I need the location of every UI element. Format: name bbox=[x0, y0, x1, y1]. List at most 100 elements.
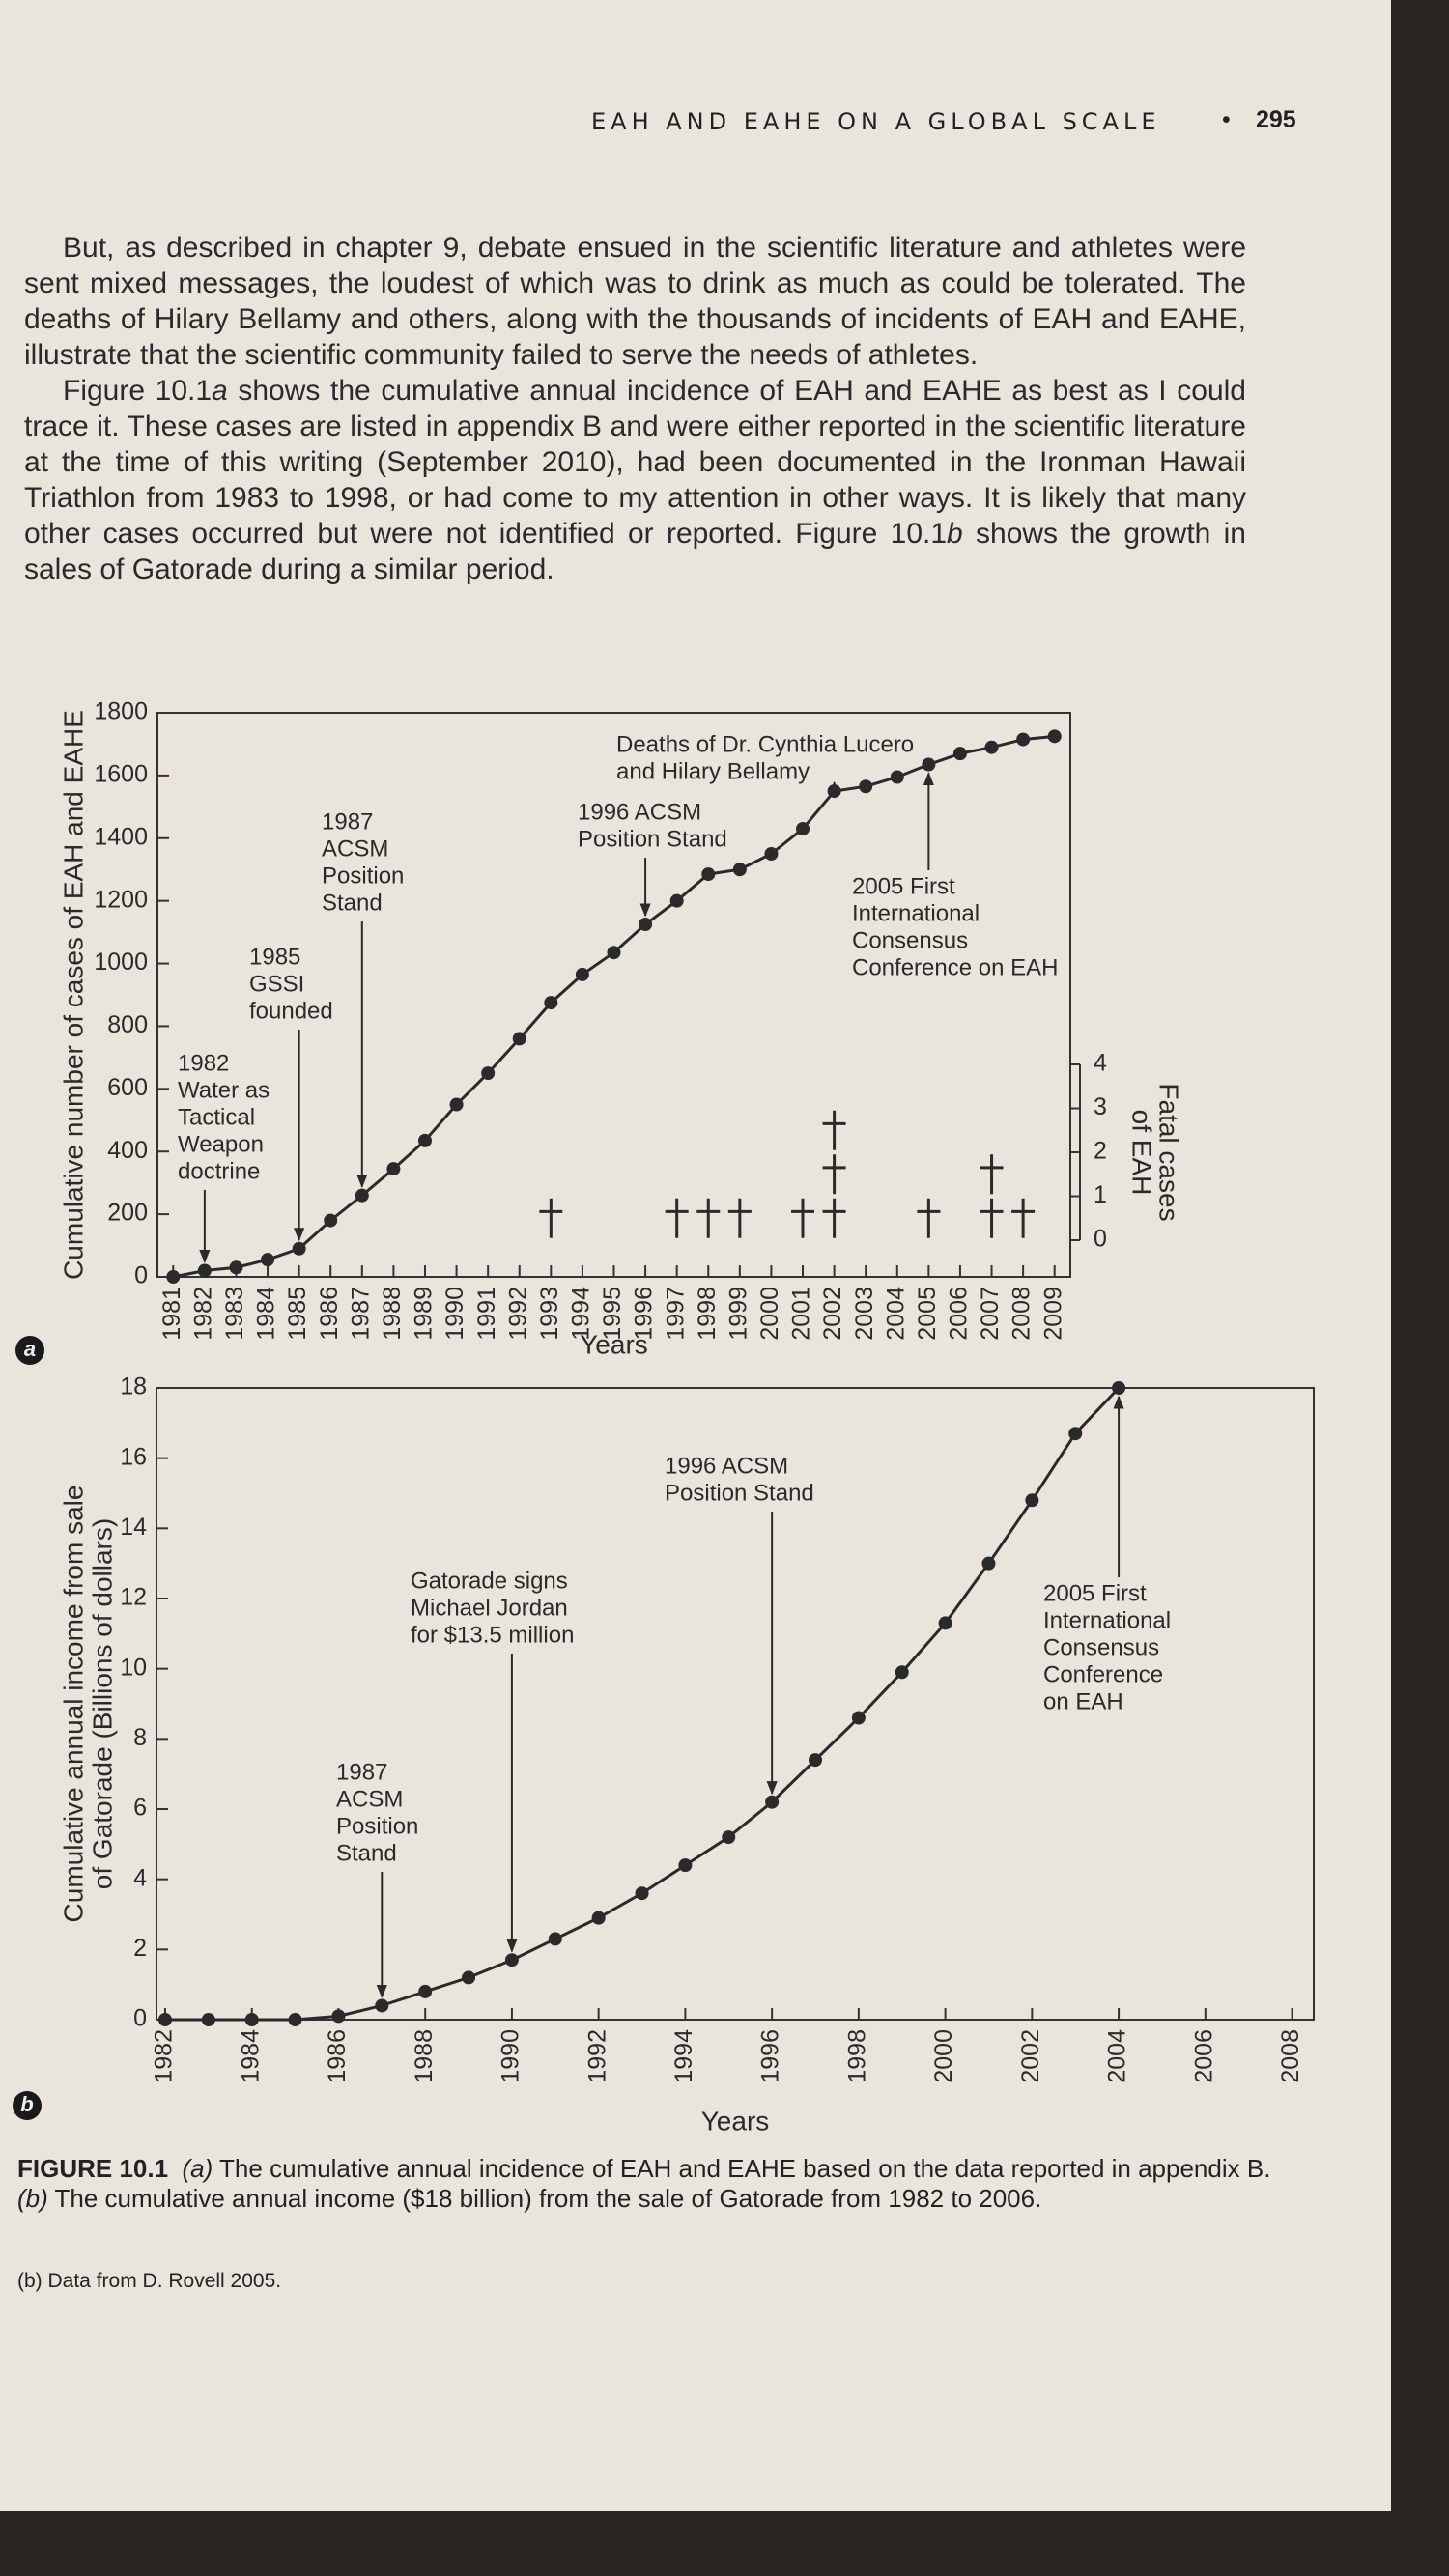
text: The cumulative annual incidence of EAH a… bbox=[213, 2154, 1271, 2183]
annotation-text: 2005 First bbox=[1043, 1580, 1147, 1606]
annotation-text: doctrine bbox=[178, 1158, 260, 1184]
x-tick-label: 1994 bbox=[568, 1287, 595, 1341]
annotation-text: Weapon bbox=[178, 1131, 264, 1157]
x-tick-label: 2004 bbox=[882, 1287, 909, 1341]
x-tick-label: 1988 bbox=[411, 2029, 438, 2083]
data-point bbox=[701, 867, 716, 882]
annotation-text: Stand bbox=[336, 1840, 397, 1866]
annotation-text: International bbox=[852, 900, 980, 926]
y-tick-label: 18 bbox=[120, 1373, 147, 1401]
x-axis-title: Years bbox=[580, 1329, 648, 1359]
text: Figure 10.1 bbox=[63, 375, 213, 407]
x-tick-label: 2005 bbox=[914, 1287, 941, 1341]
annotation-text: 1987 bbox=[322, 808, 373, 835]
annotation-text: Consensus bbox=[1043, 1634, 1159, 1660]
x-tick-label: 1994 bbox=[670, 2029, 697, 2083]
annotation-text: Position bbox=[322, 863, 404, 889]
data-point bbox=[449, 1097, 464, 1112]
data-point bbox=[922, 757, 936, 772]
separator: • bbox=[1222, 106, 1231, 133]
x-tick-label: 1992 bbox=[583, 2029, 611, 2083]
data-point bbox=[166, 1270, 181, 1284]
x-tick-label: 1982 bbox=[189, 1287, 216, 1341]
data-point bbox=[288, 2013, 302, 2026]
data-point bbox=[732, 863, 747, 877]
data-point bbox=[669, 893, 684, 908]
x-tick-label: 2002 bbox=[1017, 2029, 1044, 2083]
caption: FIGURE 10.1 (a) The cumulative annual in… bbox=[17, 2154, 1389, 2214]
annotation-text: Gatorade signs bbox=[411, 1568, 568, 1594]
x-tick-label: 1987 bbox=[347, 1287, 374, 1341]
y-tick-label: 12 bbox=[120, 1584, 147, 1611]
data-point bbox=[809, 1753, 823, 1768]
data-point bbox=[765, 1795, 780, 1809]
data-point bbox=[157, 2013, 172, 2026]
y-tick-label: 600 bbox=[107, 1074, 148, 1101]
annotation-text: 1996 ACSM bbox=[665, 1453, 788, 1479]
y-tick-label: 16 bbox=[120, 1443, 147, 1470]
annotation-text: 1985 bbox=[249, 944, 300, 970]
data-point bbox=[244, 2013, 259, 2026]
x-tick-label: 2002 bbox=[819, 1287, 846, 1341]
data-point bbox=[512, 1032, 526, 1046]
data-point bbox=[201, 2013, 215, 2026]
y2-tick-label: 1 bbox=[1094, 1181, 1107, 1208]
y2-tick-label: 3 bbox=[1094, 1093, 1107, 1120]
data-point bbox=[292, 1241, 306, 1256]
fatal-cross bbox=[539, 1198, 563, 1238]
annotation-text: Stand bbox=[322, 890, 383, 916]
y-tick-label: 4 bbox=[133, 1864, 147, 1891]
series-line bbox=[164, 1386, 1121, 2022]
y-tick-label: 0 bbox=[134, 1262, 148, 1289]
x-tick-label: 2008 bbox=[1009, 1287, 1036, 1341]
y-tick-label: 0 bbox=[133, 2005, 147, 2032]
annotation-text: Position Stand bbox=[578, 826, 727, 852]
data-point bbox=[1112, 1381, 1126, 1395]
y2-tick-label: 4 bbox=[1094, 1050, 1107, 1077]
annotation-text: 1987 bbox=[336, 1759, 387, 1785]
panel-label: a bbox=[24, 1337, 36, 1361]
y-tick-label: 1400 bbox=[94, 823, 148, 850]
paragraph: But, as described in chapter 9, debate e… bbox=[24, 230, 1246, 373]
panel-badge bbox=[15, 1336, 44, 1365]
data-point bbox=[607, 946, 621, 960]
x-tick-label: 1988 bbox=[379, 1287, 406, 1341]
fatal-cross bbox=[822, 1110, 846, 1238]
data-point bbox=[386, 1162, 401, 1176]
data-point bbox=[504, 1953, 519, 1967]
annotation-text: 1982 bbox=[178, 1050, 229, 1076]
running-head: EAH AND EAHE ON A GLOBAL SCALE bbox=[591, 108, 1161, 135]
annotation-text: Position bbox=[336, 1813, 418, 1839]
data-point bbox=[418, 1984, 433, 1998]
annotation-text: Michael Jordan bbox=[411, 1595, 568, 1621]
x-tick-label: 2006 bbox=[1190, 2029, 1217, 2083]
x-axis-title: Years bbox=[701, 2106, 770, 2136]
fatal-cross bbox=[1011, 1198, 1036, 1238]
panel-label: b bbox=[20, 2092, 33, 2116]
fatal-cross bbox=[727, 1198, 752, 1238]
data-point bbox=[895, 1665, 909, 1680]
y-tick-label: 400 bbox=[107, 1137, 148, 1164]
x-tick-label: 2009 bbox=[1039, 1287, 1066, 1341]
fatal-cross bbox=[696, 1198, 721, 1238]
x-tick-label: 1984 bbox=[237, 2029, 264, 2083]
annotation-text: founded bbox=[249, 998, 333, 1024]
data-point bbox=[548, 1932, 562, 1946]
x-tick-label: 2004 bbox=[1104, 2029, 1131, 2083]
data-point bbox=[331, 2009, 346, 2024]
annotation-text: 2005 First bbox=[852, 873, 955, 899]
x-tick-label: 2000 bbox=[756, 1287, 783, 1341]
fatal-cross bbox=[791, 1198, 815, 1238]
x-tick-label: 1991 bbox=[473, 1287, 500, 1341]
x-tick-label: 1986 bbox=[324, 2029, 351, 2083]
plot-frame bbox=[156, 1387, 1315, 2021]
data-point bbox=[851, 1711, 866, 1725]
x-tick-label: 1998 bbox=[843, 2029, 870, 2083]
text: a bbox=[212, 375, 228, 407]
data-point bbox=[462, 1970, 476, 1985]
data-point bbox=[197, 1263, 212, 1278]
x-tick-label: 2007 bbox=[977, 1287, 1004, 1341]
x-tick-label: 2003 bbox=[851, 1287, 878, 1341]
y-tick-label: 8 bbox=[133, 1724, 147, 1751]
